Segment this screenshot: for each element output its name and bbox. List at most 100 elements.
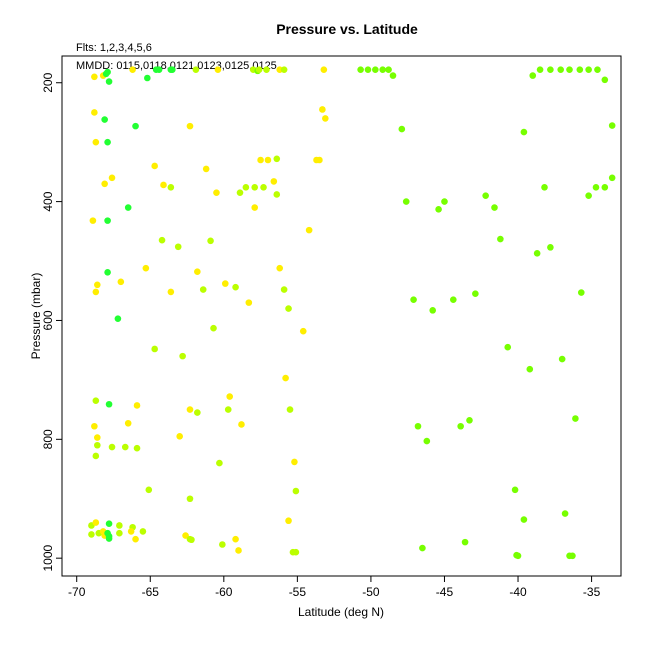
data-point bbox=[129, 66, 136, 73]
data-point bbox=[402, 198, 410, 205]
x-tick-label: -45 bbox=[436, 585, 454, 599]
data-point bbox=[167, 184, 175, 191]
data-points bbox=[88, 66, 616, 560]
data-point bbox=[569, 552, 576, 560]
data-point bbox=[414, 422, 422, 430]
data-point bbox=[124, 419, 132, 427]
data-point bbox=[280, 66, 288, 73]
data-point bbox=[88, 531, 95, 538]
data-point bbox=[144, 74, 151, 82]
y-tick-label: 800 bbox=[41, 429, 55, 449]
data-point bbox=[104, 217, 111, 224]
data-point bbox=[202, 165, 210, 173]
data-point bbox=[121, 443, 129, 451]
data-point bbox=[429, 307, 437, 314]
data-point bbox=[167, 288, 175, 296]
data-point bbox=[151, 162, 158, 170]
data-point bbox=[504, 343, 512, 351]
x-tick-label: -35 bbox=[583, 585, 601, 599]
data-point bbox=[457, 422, 464, 430]
data-point bbox=[389, 72, 397, 79]
x-axis: -70 -65 -60 -55 -50 -45 -40 -35 bbox=[68, 576, 601, 599]
data-point bbox=[601, 76, 609, 84]
data-point bbox=[299, 327, 307, 335]
data-point bbox=[291, 458, 298, 466]
data-point bbox=[219, 541, 226, 548]
data-point bbox=[91, 422, 98, 430]
data-point bbox=[127, 528, 135, 535]
data-point bbox=[216, 459, 223, 467]
data-point bbox=[116, 529, 123, 537]
data-point bbox=[577, 289, 585, 296]
data-point bbox=[145, 486, 153, 494]
data-point bbox=[105, 520, 113, 528]
x-tick-label: -70 bbox=[68, 585, 86, 599]
data-point bbox=[214, 66, 222, 73]
data-point bbox=[176, 433, 183, 440]
data-point bbox=[547, 66, 554, 73]
data-point bbox=[114, 315, 122, 322]
data-point bbox=[292, 548, 300, 556]
chart-title: Pressure vs. Latitude bbox=[276, 21, 418, 37]
data-point bbox=[385, 66, 392, 73]
data-point bbox=[585, 192, 592, 199]
data-point bbox=[105, 535, 113, 542]
data-point bbox=[273, 191, 281, 198]
data-point bbox=[155, 66, 163, 73]
data-point bbox=[585, 66, 592, 73]
data-point bbox=[379, 66, 386, 73]
data-point bbox=[441, 198, 448, 205]
data-point bbox=[226, 393, 233, 400]
data-point bbox=[192, 66, 200, 73]
data-point bbox=[188, 536, 195, 544]
data-point bbox=[435, 206, 442, 213]
data-point bbox=[207, 237, 214, 245]
data-point bbox=[316, 156, 323, 164]
data-point bbox=[89, 217, 97, 224]
data-point bbox=[450, 296, 457, 303]
data-point bbox=[305, 226, 313, 234]
data-point bbox=[608, 174, 616, 182]
data-point bbox=[236, 189, 244, 196]
data-point bbox=[101, 180, 108, 188]
data-point bbox=[105, 400, 113, 408]
data-point bbox=[116, 522, 123, 529]
data-point bbox=[105, 78, 113, 85]
data-point bbox=[194, 409, 201, 416]
data-point bbox=[260, 184, 267, 191]
data-point bbox=[520, 516, 528, 523]
y-tick-label: 200 bbox=[41, 72, 55, 92]
data-point bbox=[285, 305, 292, 312]
x-tick-label: -50 bbox=[362, 585, 380, 599]
data-point bbox=[186, 495, 194, 503]
data-point bbox=[238, 421, 245, 428]
data-point bbox=[194, 268, 201, 276]
data-point bbox=[520, 128, 528, 136]
data-point bbox=[320, 66, 328, 73]
data-point bbox=[601, 184, 609, 191]
data-point bbox=[104, 269, 111, 276]
data-point bbox=[270, 178, 278, 185]
data-point bbox=[91, 109, 98, 116]
data-point bbox=[158, 236, 166, 244]
x-tick-label: -60 bbox=[215, 585, 233, 599]
data-point bbox=[357, 66, 364, 73]
data-point bbox=[364, 66, 372, 73]
data-point bbox=[276, 264, 284, 272]
data-point bbox=[286, 406, 294, 413]
data-point bbox=[169, 66, 176, 73]
data-point bbox=[232, 535, 239, 543]
data-point bbox=[547, 244, 554, 251]
y-axis: 200 400 600 800 1000 bbox=[41, 72, 62, 572]
data-point bbox=[94, 434, 101, 441]
data-point bbox=[160, 181, 167, 189]
data-point bbox=[251, 204, 259, 211]
data-point bbox=[557, 66, 564, 73]
data-point bbox=[132, 535, 139, 543]
data-point bbox=[536, 66, 544, 73]
data-point bbox=[142, 264, 150, 272]
data-point bbox=[482, 192, 489, 199]
y-tick-label: 600 bbox=[41, 310, 55, 330]
data-point bbox=[514, 552, 522, 560]
x-tick-label: -55 bbox=[289, 585, 307, 599]
